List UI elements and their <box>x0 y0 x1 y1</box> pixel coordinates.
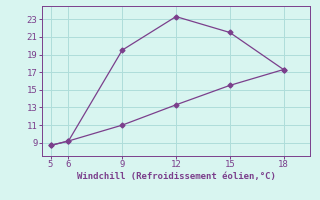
X-axis label: Windchill (Refroidissement éolien,°C): Windchill (Refroidissement éolien,°C) <box>76 172 276 181</box>
